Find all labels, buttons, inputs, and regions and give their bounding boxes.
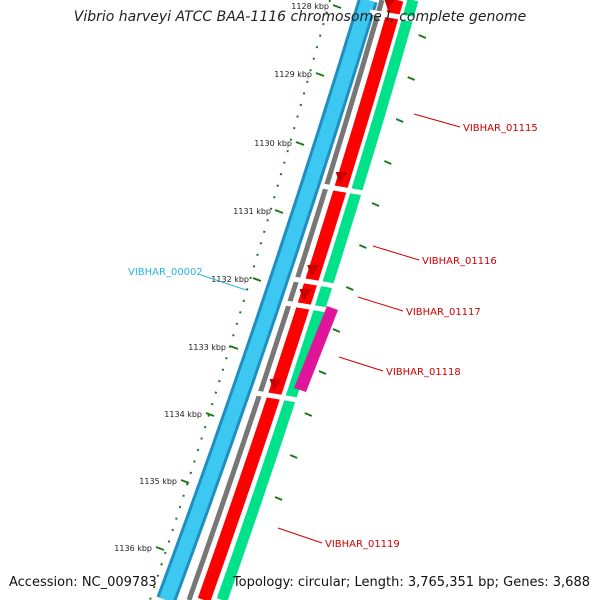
- gene-segment-vibhar-01118: [294, 306, 338, 392]
- ruler-tick-label: 1132 kbp: [211, 275, 249, 284]
- gene-label-vibhar-01117: VIBHAR_01117: [406, 307, 481, 318]
- outer-ring-tick: [318, 370, 327, 375]
- gene-leader-vibhar-00002: [200, 274, 247, 291]
- gene-boundary-01118-01119: [255, 390, 305, 404]
- outer-ring-tick: [407, 76, 416, 81]
- gene-boundary-01118-01119-arrow: [269, 379, 282, 391]
- gene-leader-vibhar-01116: [372, 245, 420, 261]
- gene-boundary-01117-01118-arrow: [299, 289, 312, 301]
- accession-text: Accession: NC_009783: [9, 575, 157, 590]
- gene-boundary-01115-start-arrow: [384, 0, 395, 10]
- gene-leader-vibhar-01119: [277, 527, 323, 544]
- outer-ring-tick: [383, 160, 392, 165]
- ruler-tick: [180, 479, 190, 484]
- ruler-tick: [229, 345, 239, 350]
- cds-track: [216, 0, 419, 600]
- gene-label-vibhar-01119: VIBHAR_01119: [325, 539, 400, 550]
- outer-ring-tick: [332, 328, 341, 333]
- ruler-tick-label: 1129 kbp: [274, 70, 312, 79]
- outer-ring-tick: [274, 496, 283, 501]
- outer-ring-tick: [304, 412, 313, 417]
- forward-strand-track: [197, 0, 404, 600]
- ruler-tick-label: 1131 kbp: [233, 207, 271, 216]
- ruler-tick: [155, 546, 165, 551]
- ruler-tick: [205, 412, 215, 417]
- ruler-tick-label: 1130 kbp: [254, 139, 292, 148]
- ruler-tick: [252, 277, 262, 282]
- outer-ring-tick: [395, 118, 404, 123]
- ruler-tick: [274, 209, 284, 214]
- map-title: Vibrio harveyi ATCC BAA-1116 chromosome …: [73, 9, 527, 25]
- ruler-tick-label: 1134 kbp: [164, 410, 202, 419]
- reverse-strand-track: [159, 0, 375, 600]
- gene-boundary-01115-start: [369, 9, 419, 23]
- genome-stats-text: Topology: circular; Length: 3,765,351 bp…: [232, 575, 590, 590]
- ruler-tick-label: 1136 kbp: [114, 544, 152, 553]
- gene-leader-vibhar-01115: [413, 113, 461, 128]
- gene-leader-vibhar-01117: [357, 296, 404, 312]
- gene-label-vibhar-01118: VIBHAR_01118: [386, 367, 461, 378]
- ruler-tick: [332, 4, 342, 9]
- outer-ring-tick: [345, 286, 354, 291]
- ruler-dotted-line: [149, 0, 331, 600]
- outer-ring-tick: [371, 202, 380, 207]
- outer-ring-tick: [358, 244, 367, 249]
- gene-label-vibhar-00002: VIBHAR_00002: [128, 267, 203, 278]
- gene-label-vibhar-01115: VIBHAR_01115: [463, 123, 538, 134]
- gene-leader-vibhar-01118: [338, 356, 384, 372]
- ruler-tick-label: 1128 kbp: [291, 2, 329, 11]
- backbone-ring: [186, 0, 385, 600]
- gene-boundary-01115-01116-arrow: [335, 172, 348, 184]
- ruler-tick: [315, 72, 325, 77]
- ruler-tick-label: 1133 kbp: [188, 343, 226, 352]
- gene-boundary-01116-01117: [292, 276, 342, 290]
- gene-boundary-01116-01117-arrow: [307, 265, 320, 277]
- gene-boundary-01115-01116: [321, 183, 371, 197]
- outer-ring-tick: [418, 34, 427, 39]
- ruler-tick-label: 1135 kbp: [139, 477, 177, 486]
- ruler-tick: [295, 141, 305, 146]
- outer-ring-tick: [289, 454, 298, 459]
- gene-label-vibhar-01116: VIBHAR_01116: [422, 256, 497, 267]
